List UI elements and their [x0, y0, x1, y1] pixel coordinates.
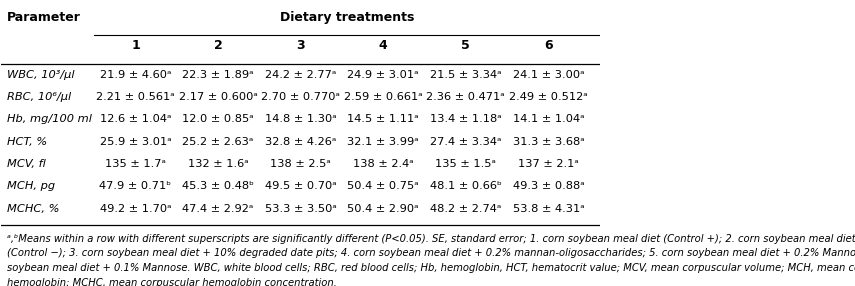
Text: MCH, pg: MCH, pg: [8, 181, 56, 191]
Text: 31.3 ± 3.68ᵃ: 31.3 ± 3.68ᵃ: [513, 137, 584, 147]
Text: 132 ± 1.6ᵃ: 132 ± 1.6ᵃ: [188, 159, 248, 169]
Text: 32.8 ± 4.26ᵃ: 32.8 ± 4.26ᵃ: [265, 137, 336, 147]
Text: 2.36 ± 0.471ᵃ: 2.36 ± 0.471ᵃ: [427, 92, 505, 102]
Text: Parameter: Parameter: [8, 11, 81, 24]
Text: 53.3 ± 3.50ᵃ: 53.3 ± 3.50ᵃ: [265, 204, 337, 214]
Text: 50.4 ± 2.90ᵃ: 50.4 ± 2.90ᵃ: [347, 204, 419, 214]
Text: 2.49 ± 0.512ᵃ: 2.49 ± 0.512ᵃ: [509, 92, 587, 102]
Text: 25.2 ± 2.63ᵃ: 25.2 ± 2.63ᵃ: [182, 137, 254, 147]
Text: 24.9 ± 3.01ᵃ: 24.9 ± 3.01ᵃ: [347, 70, 419, 80]
Text: HCT, %: HCT, %: [8, 137, 48, 147]
Text: 2.21 ± 0.561ᵃ: 2.21 ± 0.561ᵃ: [96, 92, 174, 102]
Text: 13.4 ± 1.18ᵃ: 13.4 ± 1.18ᵃ: [430, 114, 502, 124]
Text: 5: 5: [462, 39, 470, 52]
Text: 32.1 ± 3.99ᵃ: 32.1 ± 3.99ᵃ: [347, 137, 419, 147]
Text: 48.1 ± 0.66ᵇ: 48.1 ± 0.66ᵇ: [430, 181, 502, 191]
Text: 137 ± 2.1ᵃ: 137 ± 2.1ᵃ: [518, 159, 579, 169]
Text: 27.4 ± 3.34ᵃ: 27.4 ± 3.34ᵃ: [430, 137, 502, 147]
Text: RBC, 10⁶/μl: RBC, 10⁶/μl: [8, 92, 72, 102]
Text: 135 ± 1.7ᵃ: 135 ± 1.7ᵃ: [105, 159, 166, 169]
Text: ᵃ,ᵇMeans within a row with different superscripts are significantly different (P: ᵃ,ᵇMeans within a row with different sup…: [8, 233, 855, 243]
Text: 21.9 ± 4.60ᵃ: 21.9 ± 4.60ᵃ: [100, 70, 171, 80]
Text: 45.3 ± 0.48ᵇ: 45.3 ± 0.48ᵇ: [182, 181, 254, 191]
Text: Hb, mg/100 ml: Hb, mg/100 ml: [8, 114, 92, 124]
Text: 2: 2: [214, 39, 222, 52]
Text: 135 ± 1.5ᵃ: 135 ± 1.5ᵃ: [435, 159, 496, 169]
Text: 4: 4: [379, 39, 387, 52]
Text: 21.5 ± 3.34ᵃ: 21.5 ± 3.34ᵃ: [430, 70, 502, 80]
Text: (Control −); 3. corn soybean meal diet + 10% degraded date pits; 4. corn soybean: (Control −); 3. corn soybean meal diet +…: [8, 248, 855, 258]
Text: 48.2 ± 2.74ᵃ: 48.2 ± 2.74ᵃ: [430, 204, 501, 214]
Text: 22.3 ± 1.89ᵃ: 22.3 ± 1.89ᵃ: [182, 70, 254, 80]
Text: 14.1 ± 1.04ᵃ: 14.1 ± 1.04ᵃ: [513, 114, 584, 124]
Text: 50.4 ± 0.75ᵃ: 50.4 ± 0.75ᵃ: [347, 181, 419, 191]
Text: 138 ± 2.4ᵃ: 138 ± 2.4ᵃ: [353, 159, 414, 169]
Text: 12.0 ± 0.85ᵃ: 12.0 ± 0.85ᵃ: [182, 114, 254, 124]
Text: 1: 1: [131, 39, 140, 52]
Text: 2.70 ± 0.770ᵃ: 2.70 ± 0.770ᵃ: [261, 92, 340, 102]
Text: MCHC, %: MCHC, %: [8, 204, 60, 214]
Text: 49.3 ± 0.88ᵃ: 49.3 ± 0.88ᵃ: [513, 181, 584, 191]
Text: 2.17 ± 0.600ᵃ: 2.17 ± 0.600ᵃ: [179, 92, 257, 102]
Text: 24.1 ± 3.00ᵃ: 24.1 ± 3.00ᵃ: [513, 70, 584, 80]
Text: MCV, fl: MCV, fl: [8, 159, 46, 169]
Text: 14.8 ± 1.30ᵃ: 14.8 ± 1.30ᵃ: [265, 114, 336, 124]
Text: 2.59 ± 0.661ᵃ: 2.59 ± 0.661ᵃ: [344, 92, 422, 102]
Text: 49.2 ± 1.70ᵃ: 49.2 ± 1.70ᵃ: [100, 204, 171, 214]
Text: 138 ± 2.5ᵃ: 138 ± 2.5ᵃ: [270, 159, 331, 169]
Text: 47.4 ± 2.92ᵃ: 47.4 ± 2.92ᵃ: [182, 204, 254, 214]
Text: Dietary treatments: Dietary treatments: [280, 11, 414, 24]
Text: WBC, 10³/μl: WBC, 10³/μl: [8, 70, 75, 80]
Text: soybean meal diet + 0.1% Mannose. WBC, white blood cells; RBC, red blood cells; : soybean meal diet + 0.1% Mannose. WBC, w…: [8, 263, 855, 273]
Text: hemoglobin; MCHC, mean corpuscular hemoglobin concentration.: hemoglobin; MCHC, mean corpuscular hemog…: [8, 278, 337, 286]
Text: 25.9 ± 3.01ᵃ: 25.9 ± 3.01ᵃ: [100, 137, 171, 147]
Text: 24.2 ± 2.77ᵃ: 24.2 ± 2.77ᵃ: [265, 70, 336, 80]
Text: 47.9 ± 0.71ᵇ: 47.9 ± 0.71ᵇ: [99, 181, 172, 191]
Text: 6: 6: [544, 39, 552, 52]
Text: 14.5 ± 1.11ᵃ: 14.5 ± 1.11ᵃ: [347, 114, 419, 124]
Text: 3: 3: [297, 39, 305, 52]
Text: 53.8 ± 4.31ᵃ: 53.8 ± 4.31ᵃ: [513, 204, 584, 214]
Text: 12.6 ± 1.04ᵃ: 12.6 ± 1.04ᵃ: [100, 114, 171, 124]
Text: 49.5 ± 0.70ᵃ: 49.5 ± 0.70ᵃ: [265, 181, 336, 191]
